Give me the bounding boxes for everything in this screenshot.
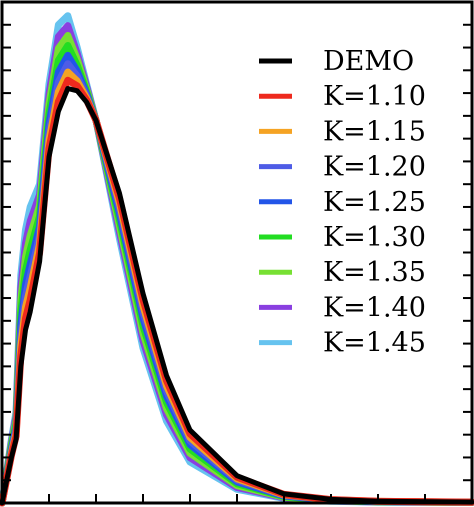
legend-label: K=1.40	[323, 292, 426, 323]
series-line-demo	[0, 86, 474, 506]
legend-label: K=1.30	[323, 222, 426, 253]
legend: DEMO K=1.10 K=1.15 K=1.20 K=1.25 K=1.30 K=1.35…	[259, 46, 426, 359]
legend-label: K=1.20	[323, 152, 426, 183]
legend-label: K=1.45	[323, 328, 426, 359]
legend-label: K=1.35	[323, 257, 426, 288]
legend-label: K=1.15	[323, 116, 426, 147]
series-lines	[0, 12, 474, 507]
legend-label: DEMO	[323, 46, 414, 77]
legend-label: K=1.10	[323, 81, 426, 112]
legend-label: K=1.25	[323, 187, 426, 218]
